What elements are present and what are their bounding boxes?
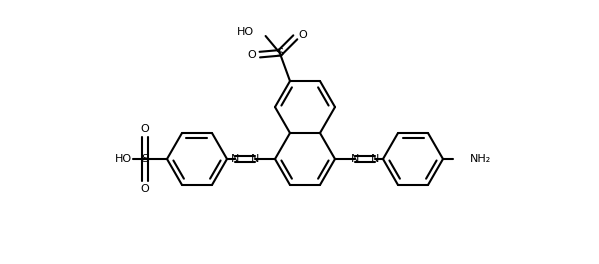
Text: N: N (231, 154, 239, 164)
Text: S: S (141, 154, 149, 164)
Text: N: N (351, 154, 359, 164)
Text: NH₂: NH₂ (470, 154, 491, 164)
Text: O: O (247, 50, 256, 60)
Text: N: N (251, 154, 259, 164)
Text: S: S (276, 48, 283, 58)
Text: N: N (371, 154, 379, 164)
Text: HO: HO (114, 154, 132, 164)
Text: HO: HO (237, 27, 253, 37)
Text: O: O (141, 124, 149, 134)
Text: O: O (298, 30, 307, 40)
Text: O: O (141, 184, 149, 194)
